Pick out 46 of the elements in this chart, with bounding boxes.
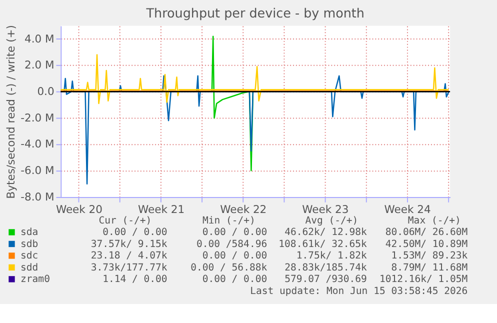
x-tick-label: Week 22 [220, 203, 267, 216]
y-tick-label: 0.0 [37, 85, 54, 98]
legend-label: zram0 [20, 274, 50, 286]
text: 1012.16k/ 1.05M [379, 274, 468, 286]
text: Min (-/+) [202, 215, 256, 226]
y-tick-label: -6.0 M [20, 164, 54, 178]
x-tick-label: Week 23 [302, 203, 349, 216]
chart-title: Throughput per device - by month [145, 6, 364, 21]
text: 28.83k/185.74k [284, 262, 367, 274]
text: 108.61k/ 32.65k [278, 238, 367, 250]
text: 8.79M/ 11.68M [391, 262, 468, 274]
text: 0.00 / 0.00 [202, 227, 268, 238]
line-series [60, 54, 450, 104]
y-tick-label: 2.0 M [24, 58, 54, 72]
legend-label: sdb [20, 238, 38, 250]
text: 0.00 / 0.00 [202, 274, 268, 286]
text: 0.00 / 56.88k [190, 262, 268, 274]
text: 1.75k/ 1.82k [296, 250, 367, 262]
legend-label: sdd [20, 262, 38, 274]
text: 0.00 / 0.00 [202, 250, 268, 262]
y-tick-label: -2.0 M [20, 111, 54, 124]
text: 1.14 / 0.00 [102, 274, 168, 286]
line-series [60, 75, 450, 184]
y-tick-label: 4.0 M [24, 32, 54, 46]
y-axis-title: Bytes/second read (-) / write (+) [4, 25, 18, 199]
text: 1.53M/ 89.23k [391, 250, 468, 262]
text: Last update: Mon Jun 15 03:58:45 2026 [250, 286, 468, 297]
text: 23.18 / 4.07k [90, 250, 168, 262]
text: 3.73k/177.77k [90, 262, 168, 274]
x-tick-label: Week 24 [384, 203, 431, 216]
x-tick-label: Week 20 [56, 203, 103, 216]
text: 37.57k/ 9.15k [90, 238, 168, 250]
text: 0.00 / 0.00 [102, 227, 168, 238]
text: Max (-/+) [408, 215, 461, 226]
text: Avg (-/+) [305, 215, 358, 226]
text: 579.07 /930.69 [284, 274, 367, 286]
text: 42.50M/ 10.89M [385, 238, 468, 250]
y-tick-label: -8.0 M [20, 190, 54, 204]
y-tick-label: -4.0 M [20, 138, 54, 151]
x-tick-label: Week 21 [138, 203, 185, 216]
legend-label: sdc [20, 250, 38, 262]
text: Cur (-/+) [98, 215, 152, 226]
text: 80.06M/ 26.60M [385, 227, 468, 238]
text: 0.00 /584.96 [196, 238, 268, 250]
text: 46.62k/ 12.98k [284, 227, 367, 238]
legend-label: sda [20, 227, 38, 238]
